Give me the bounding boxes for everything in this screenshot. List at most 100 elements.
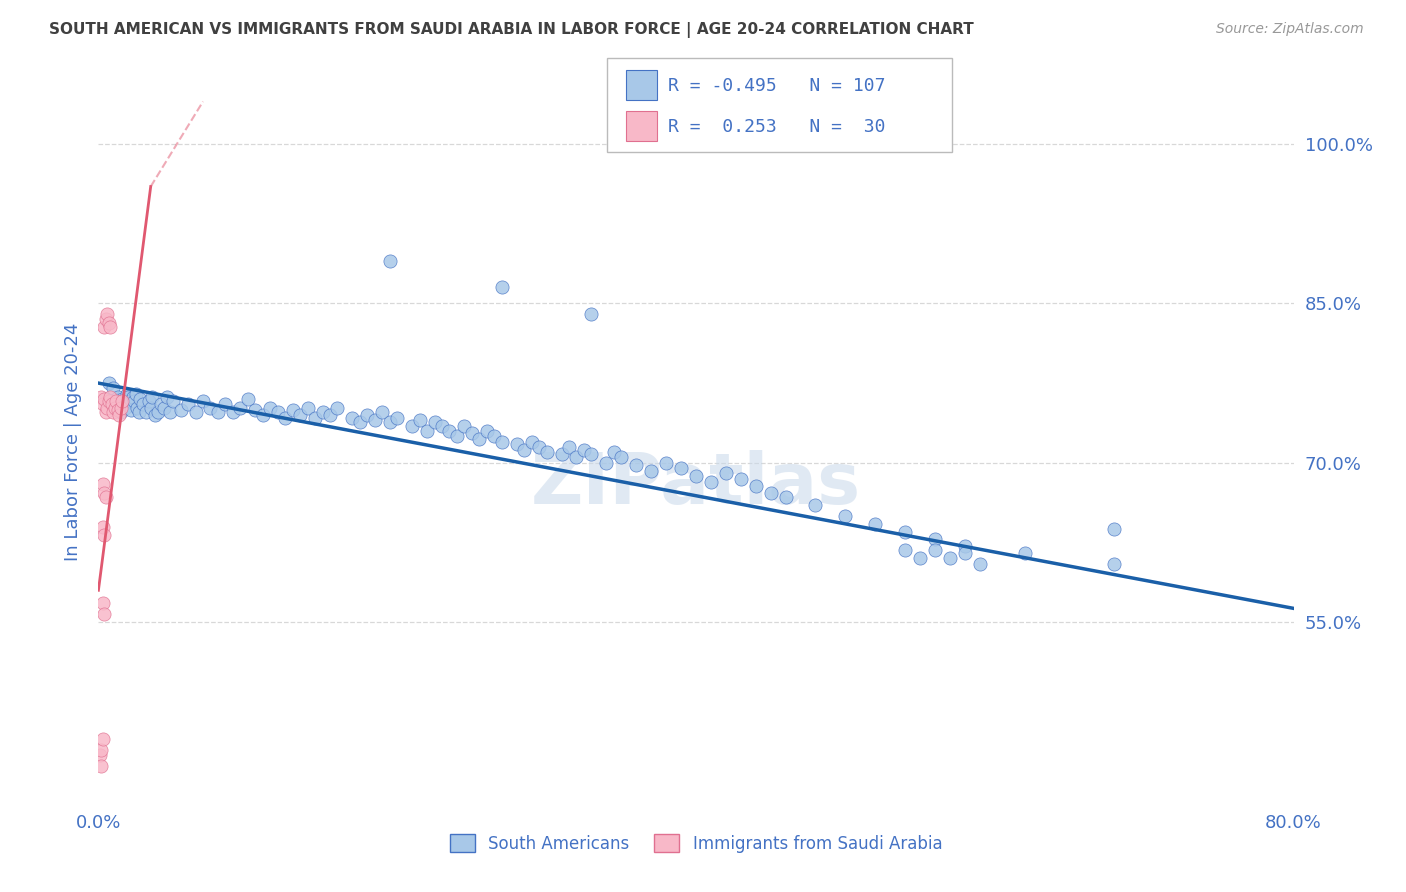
- Point: [364, 413, 387, 427]
- Point: [91, 732, 114, 747]
- Point: [416, 424, 439, 438]
- Point: [953, 546, 976, 560]
- Point: [311, 405, 333, 419]
- Y-axis label: In Labor Force | Age 20-24: In Labor Force | Age 20-24: [63, 322, 82, 561]
- Point: [924, 543, 946, 558]
- Point: [93, 607, 115, 621]
- Point: [107, 402, 129, 417]
- Point: [125, 386, 148, 401]
- Point: [138, 394, 160, 409]
- Point: [834, 508, 856, 523]
- Point: [103, 405, 125, 419]
- Text: SOUTH AMERICAN VS IMMIGRANTS FROM SAUDI ARABIA IN LABOR FORCE | AGE 20-24 CORREL: SOUTH AMERICAN VS IMMIGRANTS FROM SAUDI …: [49, 22, 974, 38]
- Point: [162, 394, 184, 409]
- Point: [89, 747, 111, 762]
- Point: [865, 517, 887, 532]
- Point: [640, 464, 662, 478]
- Point: [97, 394, 120, 409]
- Point: [105, 397, 128, 411]
- Point: [97, 316, 120, 330]
- Point: [93, 485, 115, 500]
- Point: [304, 411, 326, 425]
- Point: [349, 416, 371, 430]
- Point: [969, 557, 991, 571]
- Point: [267, 405, 290, 419]
- Point: [108, 394, 131, 409]
- Point: [1104, 557, 1126, 571]
- Point: [191, 394, 214, 409]
- Point: [730, 472, 752, 486]
- Point: [184, 405, 207, 419]
- Point: [475, 424, 498, 438]
- Point: [200, 401, 222, 415]
- Point: [520, 434, 543, 449]
- Point: [135, 405, 157, 419]
- Point: [259, 401, 281, 415]
- Point: [527, 440, 550, 454]
- Point: [626, 458, 648, 472]
- Point: [804, 498, 827, 512]
- Point: [281, 402, 304, 417]
- Point: [378, 254, 401, 268]
- Point: [775, 490, 797, 504]
- Point: [143, 408, 166, 422]
- Point: [101, 397, 124, 411]
- Point: [894, 543, 917, 558]
- Point: [129, 392, 152, 406]
- Point: [297, 401, 319, 415]
- Point: [128, 405, 150, 419]
- Point: [124, 394, 146, 409]
- Point: [90, 758, 112, 772]
- Point: [342, 411, 364, 425]
- Point: [595, 456, 617, 470]
- Point: [150, 397, 173, 411]
- Point: [91, 397, 114, 411]
- Point: [513, 443, 536, 458]
- Point: [700, 475, 723, 489]
- Point: [453, 418, 475, 433]
- Point: [236, 392, 259, 406]
- Point: [96, 307, 118, 321]
- Point: [371, 405, 394, 419]
- Point: [110, 405, 132, 419]
- Point: [107, 390, 129, 404]
- Point: [288, 408, 311, 422]
- Point: [572, 443, 595, 458]
- Point: [93, 528, 115, 542]
- Point: [484, 429, 506, 443]
- Point: [908, 551, 931, 566]
- Point: [491, 434, 513, 449]
- Point: [214, 397, 236, 411]
- Point: [939, 551, 962, 566]
- Point: [430, 418, 453, 433]
- Point: [356, 408, 378, 422]
- Text: R =  0.253   N =  30: R = 0.253 N = 30: [668, 118, 886, 136]
- Point: [326, 401, 349, 415]
- Point: [669, 461, 692, 475]
- Point: [924, 533, 946, 547]
- Legend: South Americans, Immigrants from Saudi Arabia: South Americans, Immigrants from Saudi A…: [443, 828, 949, 860]
- Point: [655, 456, 678, 470]
- Point: [114, 401, 136, 415]
- Point: [565, 450, 588, 465]
- Point: [408, 413, 430, 427]
- Point: [1014, 546, 1036, 560]
- Point: [111, 392, 134, 406]
- Point: [121, 390, 143, 404]
- Point: [108, 408, 131, 422]
- Point: [439, 424, 461, 438]
- Point: [378, 416, 401, 430]
- Point: [118, 394, 141, 409]
- Text: ZIPatlas: ZIPatlas: [531, 450, 860, 519]
- Point: [96, 401, 118, 415]
- Point: [115, 386, 138, 401]
- Point: [98, 394, 122, 409]
- Point: [558, 440, 581, 454]
- Point: [94, 490, 117, 504]
- Point: [222, 405, 245, 419]
- Point: [156, 390, 179, 404]
- Point: [91, 596, 114, 610]
- Point: [385, 411, 409, 425]
- Point: [148, 405, 170, 419]
- Point: [603, 445, 626, 459]
